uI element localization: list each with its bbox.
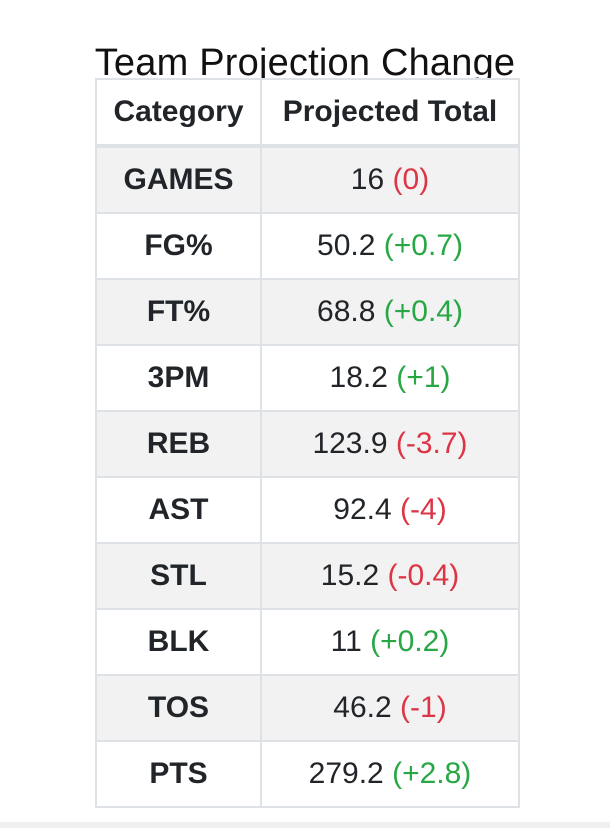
- projected-total-cell: 92.4 (-4): [260, 476, 520, 544]
- table-row: TOS 46.2 (-1): [95, 674, 520, 742]
- projected-value: 68.8: [317, 295, 376, 328]
- projected-total-cell: 68.8 (+0.4): [260, 278, 520, 346]
- change-value: (+1): [396, 361, 451, 394]
- category-cell: GAMES: [95, 145, 262, 214]
- projected-value: 92.4: [333, 493, 392, 526]
- bottom-edge: [0, 822, 610, 828]
- page-title: Team Projection Change: [94, 42, 516, 85]
- change-value: (-3.7): [395, 427, 468, 460]
- projected-total-cell: 46.2 (-1): [260, 674, 520, 742]
- projected-value: 18.2: [329, 361, 388, 394]
- projected-total-cell: 15.2 (-0.4): [260, 542, 520, 610]
- category-cell: STL: [95, 542, 262, 610]
- change-value: (-4): [400, 493, 447, 526]
- category-cell: BLK: [95, 608, 262, 676]
- table-row: FT% 68.8 (+0.4): [95, 278, 520, 346]
- projected-value: 279.2: [308, 757, 384, 790]
- projected-value: 46.2: [333, 691, 392, 724]
- change-value: (+0.7): [383, 229, 463, 262]
- category-cell: 3PM: [95, 344, 262, 412]
- projected-value: 11: [330, 625, 362, 658]
- projected-total-cell: 16 (0): [260, 145, 520, 214]
- change-value: (0): [392, 163, 430, 196]
- header-category: Category: [95, 78, 262, 148]
- projected-value: 16: [350, 163, 385, 196]
- change-value: (+0.4): [383, 295, 463, 328]
- table-row: STL 15.2 (-0.4): [95, 542, 520, 610]
- category-cell: TOS: [95, 674, 262, 742]
- table-row: REB 123.9 (-3.7): [95, 410, 520, 478]
- change-value: (-0.4): [387, 559, 460, 592]
- change-value: (+0.2): [370, 625, 450, 658]
- category-cell: REB: [95, 410, 262, 478]
- change-value: (-1): [400, 691, 447, 724]
- projected-value: 15.2: [320, 559, 380, 592]
- table-row: 3PM 18.2 (+1): [95, 344, 520, 412]
- projected-total-cell: 279.2 (+2.8): [260, 740, 520, 808]
- change-value: (+2.8): [392, 757, 472, 790]
- projected-value: 123.9: [312, 427, 388, 460]
- header-projected-total: Projected Total: [260, 78, 520, 148]
- projected-total-cell: 123.9 (-3.7): [260, 410, 520, 478]
- projected-total-cell: 18.2 (+1): [260, 344, 520, 412]
- table-header-row: Category Projected Total: [95, 78, 520, 148]
- table-row: AST 92.4 (-4): [95, 476, 520, 544]
- category-cell: PTS: [95, 740, 262, 808]
- table-row: GAMES 16 (0): [95, 145, 520, 214]
- category-cell: FG%: [95, 212, 262, 280]
- category-cell: AST: [95, 476, 262, 544]
- projected-total-cell: 50.2 (+0.7): [260, 212, 520, 280]
- category-cell: FT%: [95, 278, 262, 346]
- table-row: BLK 11 (+0.2): [95, 608, 520, 676]
- projected-value: 50.2: [317, 229, 376, 262]
- projected-total-cell: 11 (+0.2): [260, 608, 520, 676]
- table-row: PTS 279.2 (+2.8): [95, 740, 520, 808]
- projection-table: Category Projected Total GAMES 16 (0) FG% 5…: [95, 78, 520, 808]
- table-row: FG% 50.2 (+0.7): [95, 212, 520, 280]
